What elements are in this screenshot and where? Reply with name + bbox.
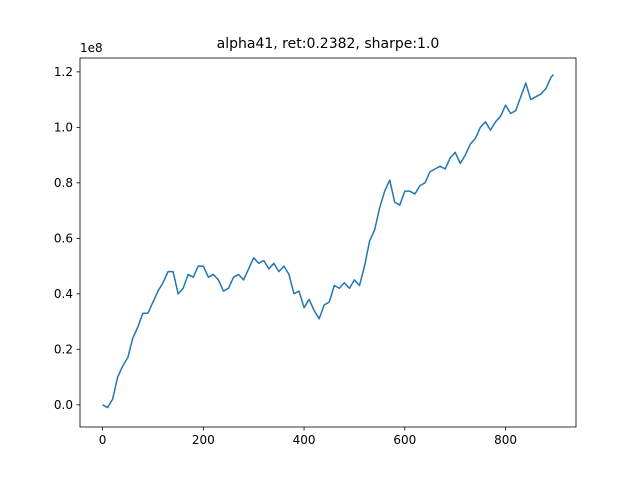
x-tick-label: 200: [192, 433, 215, 447]
y-tick-label: 0.8: [54, 176, 73, 190]
y-tick-label: 1.0: [54, 120, 73, 134]
y-tick-label: 1.2: [54, 65, 73, 79]
x-tick-label: 600: [393, 433, 416, 447]
chart-title: alpha41, ret:0.2382, sharpe:1.0: [217, 36, 440, 52]
y-tick-label: 0.4: [54, 287, 73, 301]
x-tick-label: 800: [494, 433, 517, 447]
x-tick-label: 0: [99, 433, 107, 447]
line-series: [102, 74, 555, 409]
y-tick-label: 0.0: [54, 398, 73, 412]
y-offset-label: 1e8: [80, 41, 103, 55]
axes-frame: [79, 57, 577, 428]
y-tick-label: 0.6: [54, 231, 73, 245]
y-tick-label: 0.2: [54, 342, 73, 356]
x-tick-label: 400: [293, 433, 316, 447]
